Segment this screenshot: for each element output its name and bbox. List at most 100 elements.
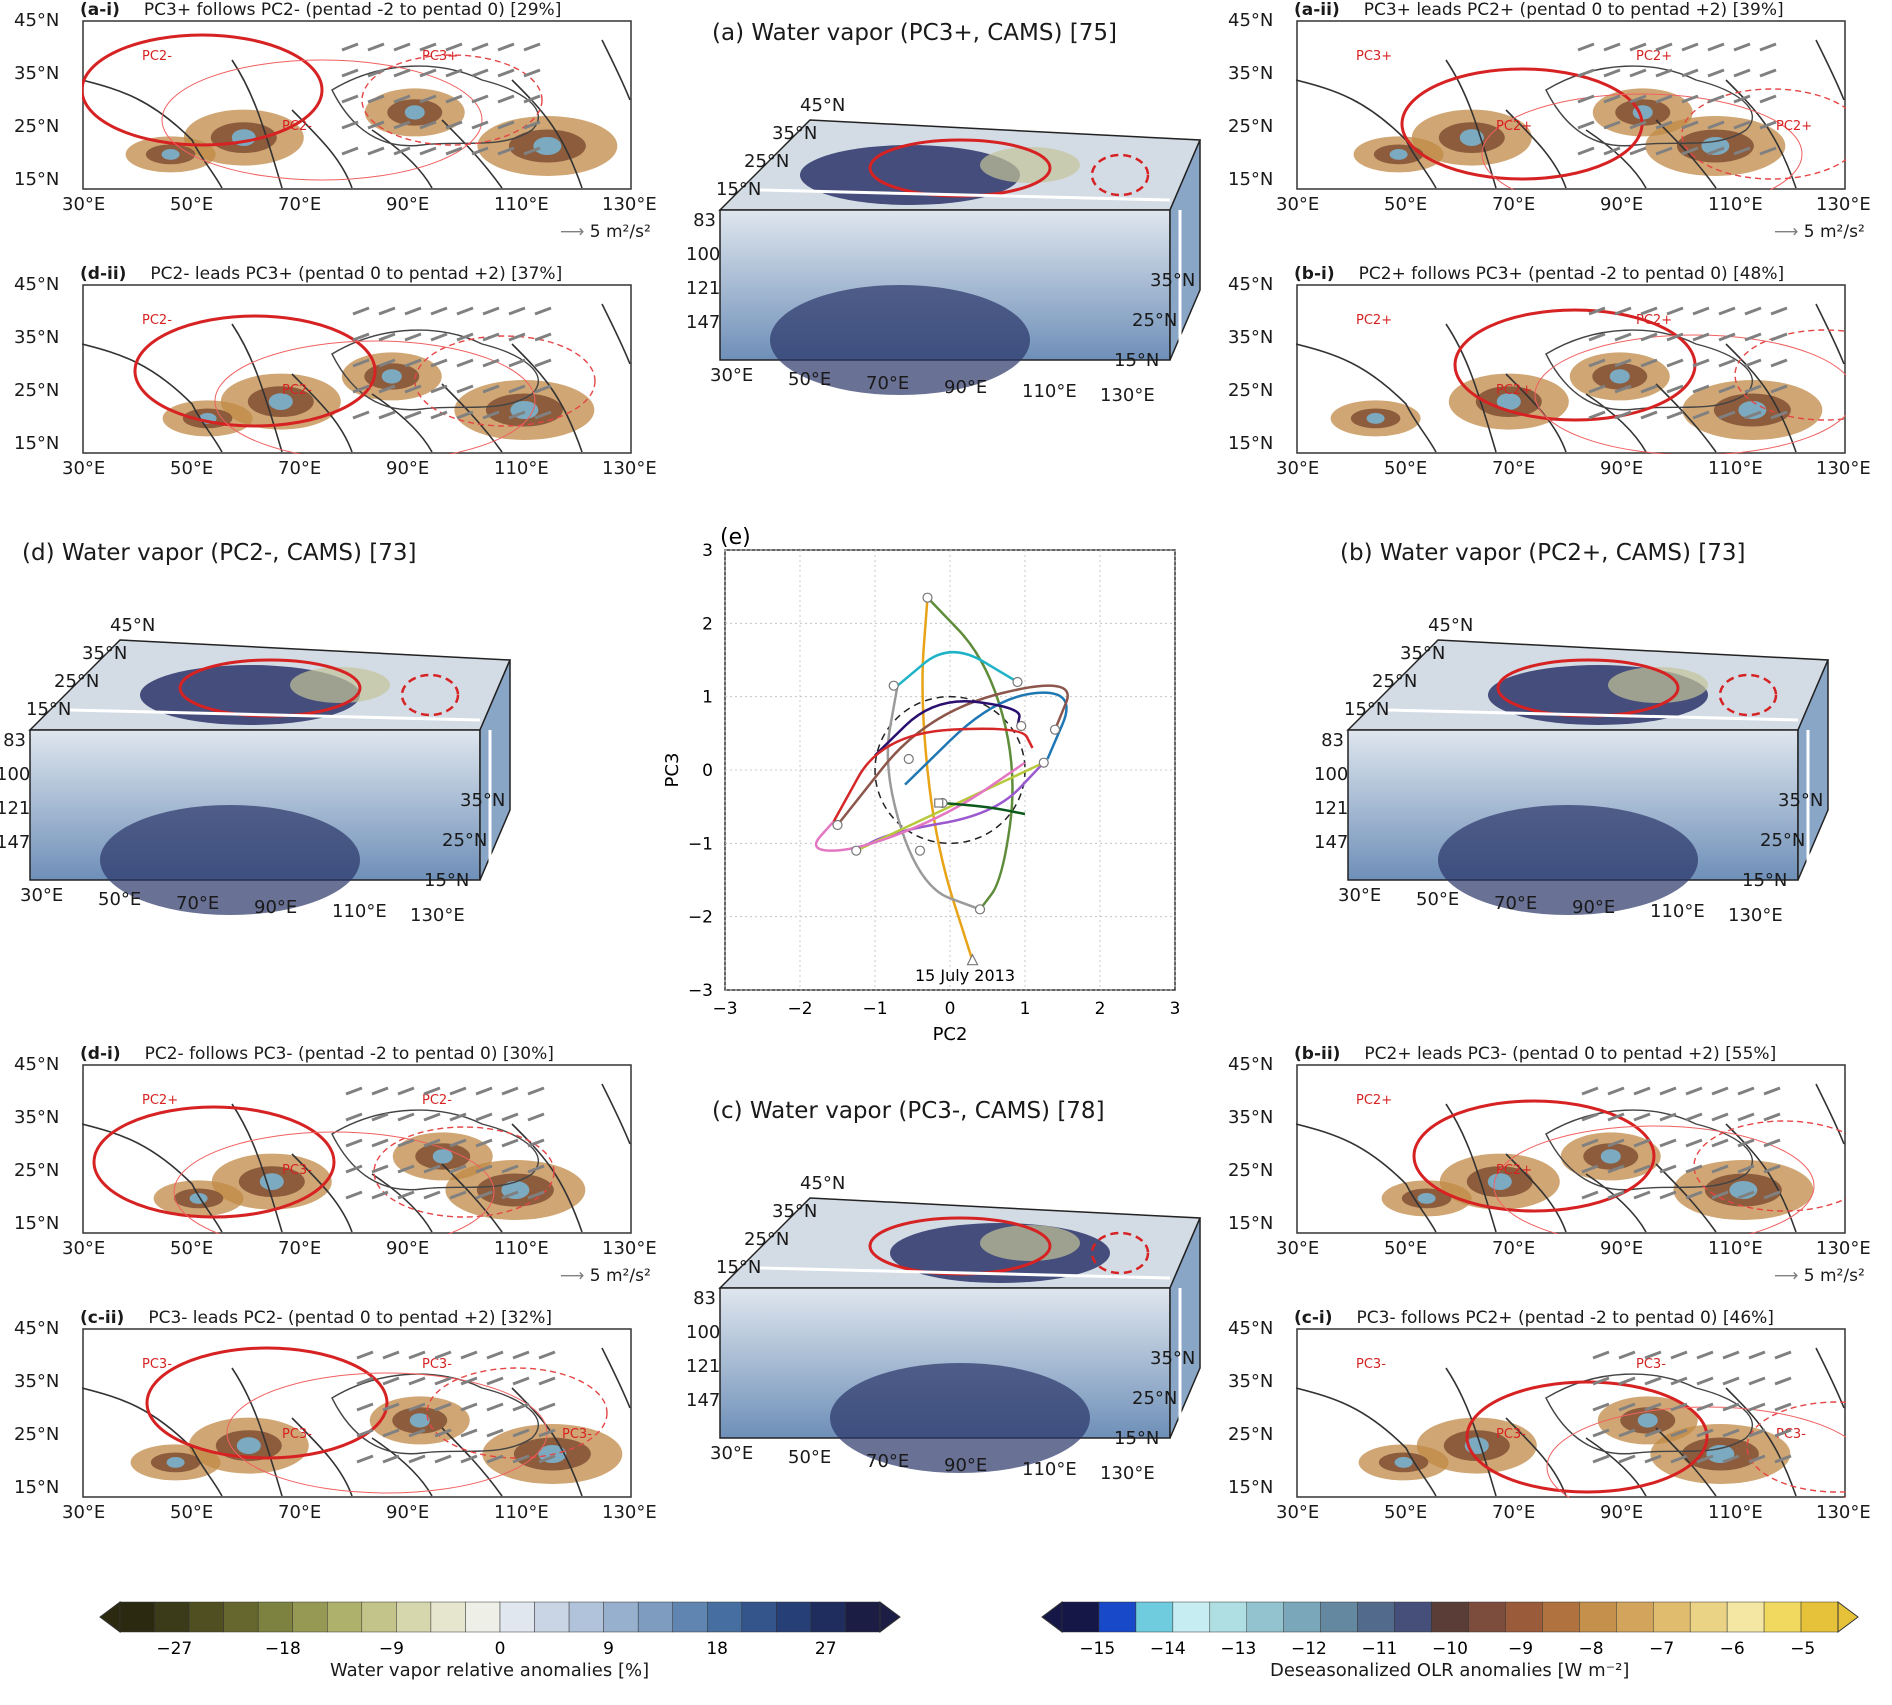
lon-tick-label: 50°E (1384, 194, 1428, 215)
wind-arrow-key: ⟶ 5 m²/s² (560, 222, 651, 242)
wind-arrow (1659, 1112, 1677, 1122)
wind-arrow (1759, 68, 1777, 78)
colorbar-swatch (1135, 1601, 1174, 1633)
wind-arrow (1655, 42, 1673, 52)
wind-arrow (341, 146, 359, 156)
colorbar-tick: 9 (603, 1639, 614, 1659)
coastline (511, 1123, 583, 1233)
box-panel-title: (c) Water vapor (PC3-, CAMS) [78] (712, 1098, 1105, 1124)
box-side-lat-label: 15°N (1114, 350, 1160, 371)
thin-contour (173, 1131, 495, 1234)
lat-tick-label: 25°N (1228, 1424, 1274, 1445)
wind-arrow (527, 1190, 545, 1200)
lon-tick-label: 90°E (1600, 1502, 1644, 1523)
box-level-label: 100 (686, 244, 721, 265)
positive-contour (1412, 1099, 1656, 1213)
wind-arrow (1603, 94, 1621, 104)
water-vapor-section-max (100, 805, 360, 915)
box-lon-label: 90°E (1572, 897, 1616, 918)
x-tick-label: −1 (862, 999, 887, 1019)
wind-arrow (538, 1376, 556, 1386)
wind-arrow (1581, 1086, 1599, 1096)
wind-arrow (1670, 1350, 1688, 1360)
lon-tick-label: 50°E (170, 1238, 214, 1259)
wind-arrow (1618, 1350, 1636, 1360)
colorbar-tick: 18 (706, 1639, 728, 1659)
section-line (759, 188, 1171, 202)
colorbar-tick: −9 (1508, 1639, 1533, 1659)
wind-arrow (497, 146, 515, 156)
lon-tick-label: 30°E (1276, 458, 1320, 479)
box-level-label: 100 (0, 764, 31, 785)
colorbar-swatch (1246, 1601, 1284, 1633)
box-3d-a (718, 119, 1202, 395)
wind-arrow (419, 68, 437, 78)
wind-arrow (1711, 1112, 1729, 1122)
olr-anomaly-min (404, 105, 425, 120)
wind-arrow (512, 1376, 530, 1386)
colorbar-extend-low (99, 1601, 121, 1633)
x-tick-label: 0 (945, 999, 956, 1019)
coastline (601, 39, 631, 101)
positive-contour (145, 1346, 389, 1460)
box-level-label: 83 (3, 730, 26, 751)
lat-tick-label: 15°N (14, 433, 60, 454)
negative-contour (400, 673, 460, 717)
box-side-lat-label: 35°N (1150, 1348, 1196, 1369)
wind-arrow (404, 358, 422, 368)
coastline (1505, 109, 1567, 189)
wind-arrow (449, 1112, 467, 1122)
contour-label: PC2+ (1496, 119, 1532, 134)
trajectory-line (896, 650, 1019, 687)
wind-arrow (471, 120, 489, 130)
arrow-key-icon: ⟶ (1774, 1266, 1804, 1286)
wind-arrow (1633, 1086, 1651, 1096)
colorbar-tick: −7 (1649, 1639, 1674, 1659)
wind-arrow (445, 94, 463, 104)
wind-arrow (497, 94, 515, 104)
box-side-lat-label: 35°N (1778, 790, 1824, 811)
wind-arrow (1759, 42, 1777, 52)
wind-arrow (1707, 146, 1725, 156)
wind-arrow (508, 358, 526, 368)
lon-tick-label: 50°E (1384, 1502, 1428, 1523)
wind-arrow (378, 306, 396, 316)
map-d-i: PC2+ PC3- PC2- (82, 1064, 632, 1234)
olr-anomaly-min (161, 149, 180, 160)
lat-tick-label: 25°N (14, 1160, 60, 1181)
contour-label: PC2+ (142, 1093, 178, 1108)
wind-arrow (1681, 94, 1699, 104)
wind-arrow (1685, 1164, 1703, 1174)
wind-arrow (397, 1086, 415, 1096)
water-vapor-box-c: (c) Water vapor (PC3-, CAMS) [78] 45°N 35°… (686, 1098, 1220, 1568)
lat-tick-label: 25°N (14, 116, 60, 137)
wind-arrow (1685, 1138, 1703, 1148)
negative-contour (414, 335, 596, 427)
wind-arrow (382, 1350, 400, 1360)
wind-arrow (1744, 306, 1762, 316)
wind-arrow (1722, 1454, 1740, 1464)
plateau-outline (331, 329, 539, 411)
map-panel-label: (d-ii) (80, 264, 127, 284)
wind-arrow (404, 384, 422, 394)
trajectory-line (874, 700, 1021, 757)
wind-arrow (1588, 384, 1606, 394)
wind-arrow (367, 42, 385, 52)
box-lat-label: 35°N (772, 1201, 818, 1222)
wind-arrow (356, 1376, 374, 1386)
box-lon-label: 110°E (332, 901, 387, 922)
olr-anomaly-min (381, 369, 402, 384)
lat-tick-label: 35°N (14, 327, 60, 348)
wind-arrow (523, 42, 541, 52)
wind-arrow (356, 1454, 374, 1464)
wind-arrow (1763, 1086, 1781, 1096)
wind-arrow (393, 68, 411, 78)
positive-contour (1465, 1380, 1709, 1494)
lon-tick-label: 70°E (278, 458, 322, 479)
trajectory-marker (832, 819, 843, 831)
plateau-outline (1545, 1373, 1753, 1455)
colorbar-swatch (499, 1601, 535, 1633)
wind-arrow (1592, 1428, 1610, 1438)
lon-tick-label: 50°E (170, 1502, 214, 1523)
box-panel-title: (a) Water vapor (PC3+, CAMS) [75] (712, 20, 1117, 46)
